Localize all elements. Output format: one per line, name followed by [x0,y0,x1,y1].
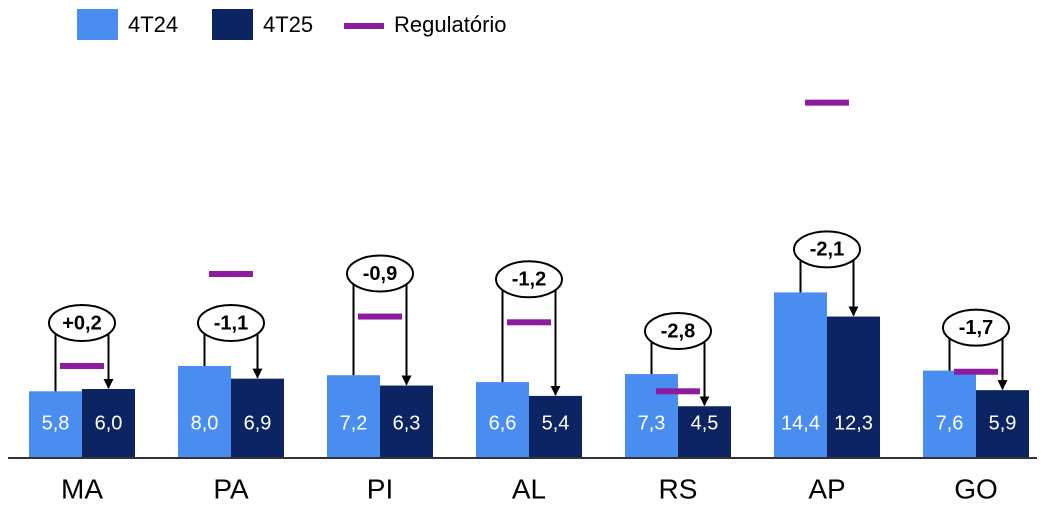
regulatory-marker [656,388,700,395]
delta-bubble [495,260,563,299]
delta-bubble [346,254,414,293]
regulatory-marker [60,363,104,369]
bar [82,389,135,458]
x-tick-label: MA [61,473,103,504]
delta-bubble [942,308,1010,347]
bar [774,292,827,458]
x-tick-label: PA [213,473,249,504]
value-label: 12,3 [834,412,873,434]
delta-bubble [197,304,265,342]
delta-bubble [793,230,861,269]
value-label: 7,2 [340,412,368,434]
legend-label: 4T24 [128,12,178,37]
regulatory-marker [954,368,998,375]
x-tick-label: AP [808,473,845,504]
x-tick-label: RS [659,473,698,504]
legend-label: Regulatório [394,12,507,37]
value-label: 14,4 [781,412,820,434]
bar [231,378,284,458]
delta-bubble [48,304,116,342]
regulatory-marker [209,271,253,277]
bar [529,395,582,458]
legend-swatch [212,9,253,40]
bar [29,391,82,458]
value-label: 6,0 [95,412,123,434]
delta-label: -1,2 [512,269,546,291]
bar [976,390,1029,458]
value-label: 7,6 [936,412,964,434]
bar [625,374,678,458]
x-tick-label: PI [367,473,393,504]
bar [327,375,380,458]
legend-swatch [344,23,384,29]
value-label: 6,3 [393,412,421,434]
delta-bubble [644,312,712,351]
legend-label: 4T25 [263,12,313,37]
value-label: 4,5 [691,412,719,434]
delta-label: -2,8 [661,320,695,342]
delta-label: -0,9 [363,263,397,285]
value-label: 7,3 [638,412,666,434]
legend-swatch [77,9,118,40]
value-label: 6,9 [244,412,272,434]
regulatory-marker [358,313,402,320]
regulatory-marker [507,319,551,326]
bar [923,370,976,458]
bar [178,366,231,458]
delta-label: -1,7 [959,317,993,339]
value-label: 5,4 [542,412,570,434]
value-label: 5,9 [989,412,1017,434]
regulatory-marker [805,99,849,106]
value-label: 6,6 [489,412,517,434]
x-tick-label: AL [512,473,546,504]
bar [827,316,880,458]
delta-label: -1,1 [214,312,248,334]
bar [380,385,433,458]
delta-label: -2,1 [810,239,844,261]
value-label: 5,8 [42,412,70,434]
x-tick-label: GO [954,473,998,504]
delta-label: +0,2 [62,312,101,334]
bar [476,382,529,458]
bar [678,406,731,458]
value-label: 8,0 [191,412,219,434]
